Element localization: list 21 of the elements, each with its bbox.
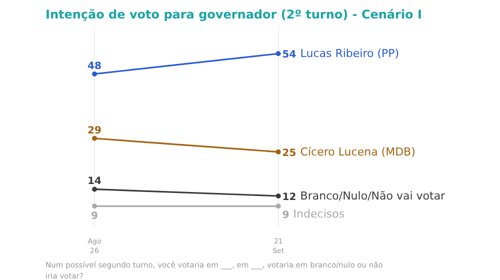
point [92, 71, 98, 76]
point [276, 149, 281, 154]
data-label: 48 [88, 60, 102, 72]
point [92, 186, 98, 192]
series-label: Indecisos [293, 208, 345, 221]
point [276, 204, 281, 209]
data-label: 29 [88, 125, 102, 136]
point [276, 51, 281, 56]
data-label: 25 [282, 148, 296, 159]
data-label: 9 [91, 211, 98, 222]
series-label: Branco/Nulo/Não vai votar [300, 189, 446, 202]
point [276, 193, 281, 198]
data-label: 54 [282, 50, 296, 61]
chart-title: Intenção de voto para governador (2º turno) - Cenário I [46, 8, 422, 22]
point [92, 136, 98, 141]
point [92, 204, 98, 209]
data-label: 12 [282, 192, 296, 203]
series-label: Lucas Ribeiro (PP) [300, 47, 400, 60]
series-label: Cícero Lucena (MDB) [300, 145, 416, 158]
data-label: 9 [282, 210, 290, 222]
data-label: 14 [88, 176, 102, 188]
